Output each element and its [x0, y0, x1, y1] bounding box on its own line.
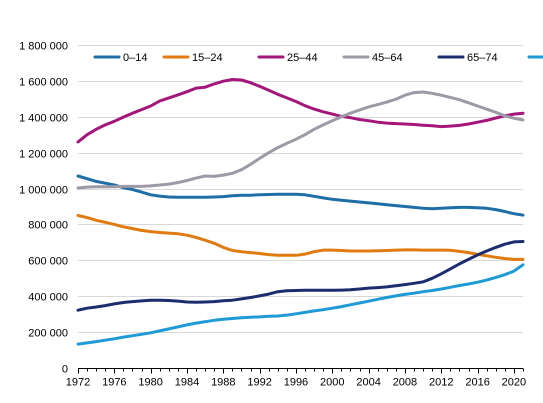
y-tick-label: 1 800 000: [19, 41, 68, 53]
y-tick-label: 1 200 000: [19, 149, 68, 161]
x-tick-label: 1996: [284, 377, 308, 389]
y-tick-label: 1 600 000: [19, 77, 68, 89]
x-tick-label: 2012: [429, 377, 453, 389]
legend-label: 15–24: [192, 52, 223, 64]
y-tick-label: 200 000: [28, 328, 68, 340]
y-tick-label: 800 000: [28, 220, 68, 232]
y-tick-label: 1 400 000: [19, 113, 68, 125]
y-tick-label: 1 000 000: [19, 185, 68, 197]
gridlines: [78, 45, 523, 333]
series-lines: [76, 78, 525, 346]
x-tick-label: 1988: [211, 377, 235, 389]
series-line: [76, 78, 525, 144]
x-tick-label: 1980: [138, 377, 162, 389]
x-tick-label: 2004: [356, 377, 380, 389]
x-tick-label: 1992: [247, 377, 271, 389]
y-axis-tick-labels: 0 200 000 400 000 600 000 800 000 1 000 000 1 …: [19, 41, 68, 376]
x-tick-label: 1976: [102, 377, 126, 389]
legend-label: 45–64: [372, 52, 403, 64]
x-tick-label: 2020: [502, 377, 526, 389]
series-line: [76, 90, 525, 190]
x-tick-label: 2008: [393, 377, 417, 389]
x-tick-label: 2000: [320, 377, 344, 389]
x-tick-label: 1972: [66, 377, 90, 389]
series-line: [76, 240, 525, 312]
legend-label: 0–14: [123, 52, 147, 64]
x-tick-label: 1984: [175, 377, 199, 389]
legend-label: 25–44: [287, 52, 318, 64]
series-line: [76, 174, 525, 217]
series-line: [76, 214, 525, 261]
x-tick-label: 2016: [465, 377, 489, 389]
legend-label: 65–74: [467, 52, 498, 64]
series-line: [76, 263, 525, 346]
y-tick-label: 400 000: [28, 292, 68, 304]
y-tick-label: 0: [62, 364, 68, 376]
x-axis: [78, 368, 524, 374]
x-axis-tick-labels: 1972 1976 1980 1984 1988 1992 1996 2000 2004 2008…: [66, 377, 526, 389]
y-tick-label: 600 000: [28, 256, 68, 268]
